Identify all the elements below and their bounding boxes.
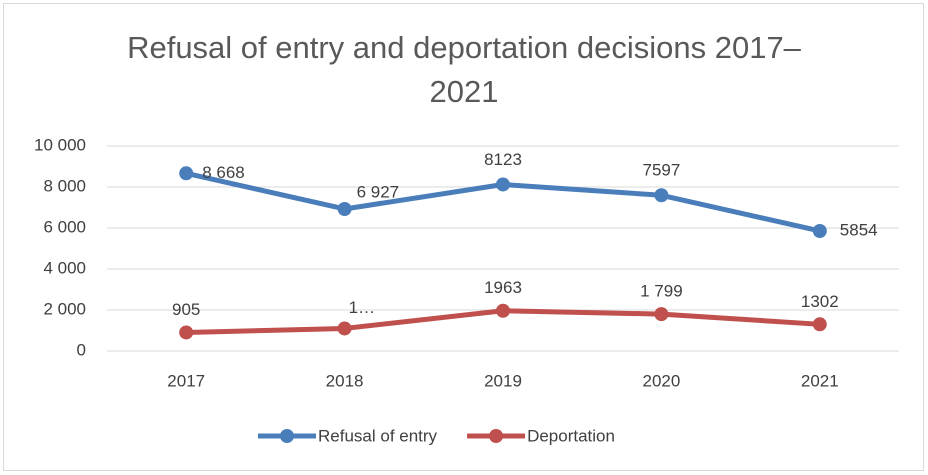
chart-border — [3, 3, 924, 471]
data-point — [337, 321, 352, 336]
data-label: 1… — [349, 298, 375, 317]
y-tick-label: 6 000 — [43, 217, 86, 236]
data-point — [496, 303, 510, 318]
data-label: 1302 — [801, 292, 839, 311]
data-label: 5854 — [840, 220, 878, 239]
data-point — [812, 317, 827, 332]
legend-marker — [489, 429, 504, 443]
legend-label: Deportation — [527, 426, 615, 445]
y-tick-label: 10 000 — [34, 135, 86, 154]
data-point — [179, 325, 194, 340]
chart-title: Refusal of entry and deportation decisio… — [127, 30, 801, 109]
x-tick-label: 2017 — [167, 371, 205, 390]
y-tick-label: 0 — [77, 340, 86, 359]
data-label: 7597 — [642, 161, 680, 180]
data-point — [179, 166, 194, 181]
x-tick-label: 2019 — [484, 371, 522, 390]
data-point — [654, 307, 669, 322]
data-point — [496, 177, 510, 192]
data-label: 1 799 — [640, 282, 683, 301]
x-tick-label: 2021 — [801, 371, 839, 390]
data-point — [337, 201, 352, 216]
data-point — [812, 223, 827, 238]
data-label: 8 668 — [202, 163, 245, 182]
data-point — [654, 188, 669, 203]
data-label: 1963 — [484, 278, 522, 297]
data-label: 8123 — [484, 150, 522, 169]
y-tick-label: 8 000 — [43, 176, 86, 195]
data-label: 905 — [172, 300, 200, 319]
y-tick-label: 4 000 — [43, 258, 86, 277]
legend-marker — [280, 429, 294, 443]
data-label: 6 927 — [357, 182, 400, 201]
x-tick-label: 2020 — [642, 371, 680, 390]
legend-label: Refusal of entry — [318, 426, 438, 445]
y-tick-label: 2 000 — [43, 299, 86, 318]
x-tick-label: 2018 — [326, 371, 364, 390]
